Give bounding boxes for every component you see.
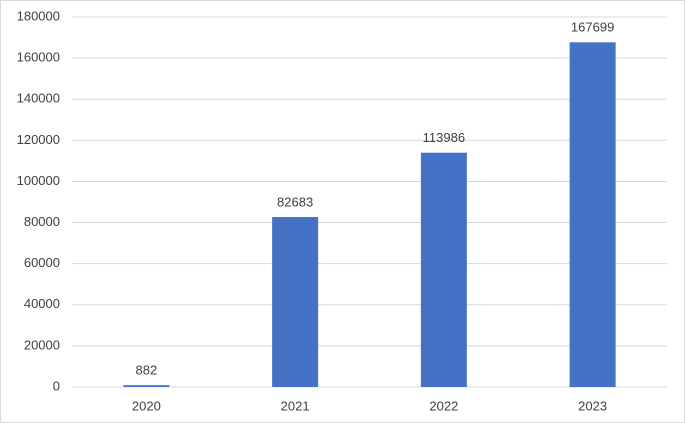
y-tick-label: 0	[53, 378, 60, 393]
bar	[569, 42, 616, 387]
data-label: 113986	[423, 130, 465, 145]
data-label: 167699	[571, 20, 614, 35]
data-label: 882	[136, 363, 158, 378]
x-tick-label: 2021	[281, 398, 310, 413]
y-tick-label: 140000	[17, 91, 60, 106]
data-label: 82683	[277, 194, 313, 209]
y-tick-label: 40000	[24, 296, 60, 311]
bar	[123, 385, 170, 387]
y-tick-label: 20000	[24, 337, 60, 352]
x-tick-label: 2023	[578, 398, 607, 413]
y-tick-label: 100000	[17, 173, 60, 188]
y-tick-label: 180000	[17, 8, 60, 23]
bar	[272, 217, 319, 387]
y-tick-label: 120000	[17, 132, 60, 147]
y-tick-label: 80000	[24, 214, 60, 229]
y-tick-label: 160000	[17, 50, 60, 65]
y-tick-label: 60000	[24, 255, 60, 270]
bar	[420, 152, 467, 387]
x-tick-label: 2022	[429, 398, 458, 413]
x-tick-label: 2020	[132, 398, 161, 413]
